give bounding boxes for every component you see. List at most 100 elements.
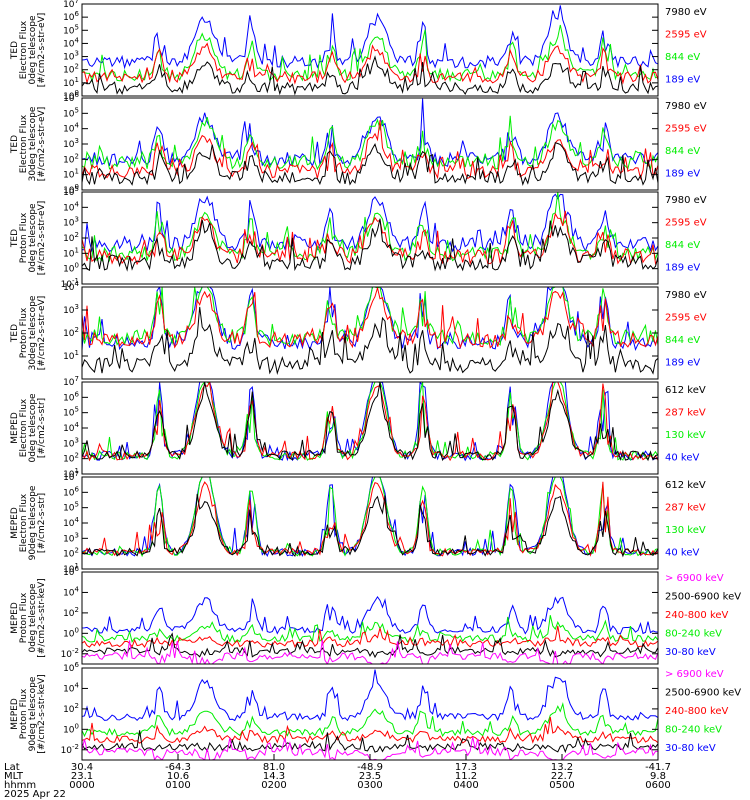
y-tick-label: 106 [63, 10, 79, 23]
series-black-trace [82, 306, 658, 375]
series-green-trace [82, 615, 658, 644]
series-black-trace [82, 142, 658, 187]
x-tick-label-lat: 30.4 [71, 762, 93, 773]
y-axis-label: TEDElectron Flux30deg telescope[#/cm2-s-… [10, 106, 47, 181]
y-tick-label: 102 [63, 63, 79, 76]
y-tick-label: 100 [63, 626, 79, 639]
y-tick-label: 102 [63, 326, 79, 339]
y-tick-label: 10-2 [61, 647, 79, 660]
legend-entry-blue: 189 eV [665, 263, 700, 274]
panel-8: 10-2 100 102 104 106 MEPEDProton Flux90deg te… [10, 661, 741, 761]
legend-entry-red: 287 keV [665, 408, 706, 419]
x-tick-label-mlt: 23.5 [359, 771, 381, 782]
y-tick-label: 10-2 [61, 743, 79, 756]
legend-entry-green: 80-240 keV [665, 725, 722, 736]
legend-entry-blue: 40 keV [665, 453, 699, 464]
x-tick-label-mlt: 23.1 [71, 771, 93, 782]
x-tick-label-hhmm: 0000 [69, 780, 94, 791]
y-tick-label: 104 [63, 122, 79, 135]
series-blue-trace [82, 669, 658, 722]
legend-entry-green: 844 eV [665, 146, 700, 157]
series-blue-trace [82, 98, 658, 168]
y-tick-label: 100 [63, 722, 79, 735]
legend-entry-blue: 189 eV [665, 75, 700, 86]
series-black-trace [82, 55, 658, 96]
y-tick-label: 103 [63, 303, 79, 316]
y-tick-label: 104 [63, 421, 79, 434]
y-tick-label: 105 [63, 23, 79, 36]
series-blue-trace [82, 193, 658, 253]
x-tick-label-lat: 13.2 [551, 762, 573, 773]
x-tick-label-hhmm: 0100 [165, 780, 190, 791]
y-axis-label: TEDElectron Flux0deg telescope[#/cm2-s-s… [10, 13, 47, 88]
y-tick-label: 103 [63, 216, 79, 229]
y-tick-label: 103 [63, 436, 79, 449]
y-tick-label: 105 [63, 501, 79, 514]
y-tick-label: 102 [63, 152, 79, 165]
x-tick-label-hhmm: 0500 [549, 780, 574, 791]
y-tick-label: 101 [63, 246, 79, 259]
legend-entry-red: 240-800 keV [665, 610, 729, 621]
y-tick-label: 101 [63, 168, 79, 181]
y-axis-label: TEDProton Flux0deg telescope[#/cm2-s-str… [10, 201, 47, 276]
x-tick-label-lat: 81.0 [263, 762, 285, 773]
y-tick-label: 104 [63, 585, 79, 598]
x-tick-label-mlt: 11.2 [455, 771, 477, 782]
legend-entry-red: 2595 eV [665, 124, 707, 135]
legend-entry-blue: 30-80 keV [665, 743, 716, 754]
legend-entry-green: 844 eV [665, 240, 700, 251]
legend-entry-black: 2500-6900 keV [665, 688, 741, 699]
y-tick-label: 104 [63, 200, 79, 213]
legend-entry-green: 80-240 keV [665, 629, 722, 640]
legend-entry-red: 2595 eV [665, 218, 707, 229]
y-tick-label: 103 [63, 50, 79, 63]
x-tick-label-mlt: 10.6 [167, 771, 189, 782]
y-tick-label: 106 [63, 485, 79, 498]
x-tick-label-lat: -41.7 [645, 762, 671, 773]
series-black-trace [82, 382, 658, 462]
x-tick-label-lat: -48.9 [357, 762, 383, 773]
series-black-trace [82, 493, 658, 558]
series-magenta-trace [82, 639, 658, 664]
y-tick-label: 102 [63, 452, 79, 465]
y-tick-label: 102 [63, 231, 79, 244]
series-black-trace [82, 218, 658, 272]
y-axis-label: TEDProton Flux30deg telescope[#/cm2-s-st… [10, 295, 47, 370]
x-row-label-lat: Lat [4, 762, 20, 773]
y-axis-label: MEPEDElectron Flux0deg telescope[#/cm2-s… [10, 393, 47, 463]
x-tick-label-hhmm: 0200 [261, 780, 286, 791]
legend-entry-green: 130 keV [665, 525, 706, 536]
y-tick-label: 102 [63, 547, 79, 560]
y-tick-label: 105 [63, 106, 79, 119]
legend-entry-blue: 40 keV [665, 548, 699, 559]
legend-entry-black: 612 keV [665, 385, 706, 396]
y-tick-label: 103 [63, 531, 79, 544]
y-tick-label: 102 [63, 606, 79, 619]
legend-entry-red: 240-800 keV [665, 706, 729, 717]
y-tick-label: 105 [63, 406, 79, 419]
series-green-trace [82, 24, 658, 83]
y-tick-label: 107 [63, 0, 79, 10]
x-tick-label-lat: -64.3 [165, 762, 191, 773]
legend-entry-blue: 189 eV [665, 169, 700, 180]
x-row-label-hhmm: hhmm [4, 780, 36, 791]
legend-entry-black: 2500-6900 keV [665, 592, 741, 603]
series-red-trace [82, 42, 658, 85]
x-tick-label-mlt: 9.8 [650, 771, 666, 782]
y-tick-label: 102 [63, 702, 79, 715]
y-axis-label: MEPEDElectron Flux90deg telescope[#/cm2-… [10, 485, 47, 560]
x-tick-label-mlt: 14.3 [263, 771, 285, 782]
y-tick-label: 100 [63, 262, 79, 275]
x-tick-label-lat: 17.3 [455, 762, 477, 773]
series-red-trace [82, 287, 658, 349]
y-tick-label: 104 [63, 36, 79, 49]
